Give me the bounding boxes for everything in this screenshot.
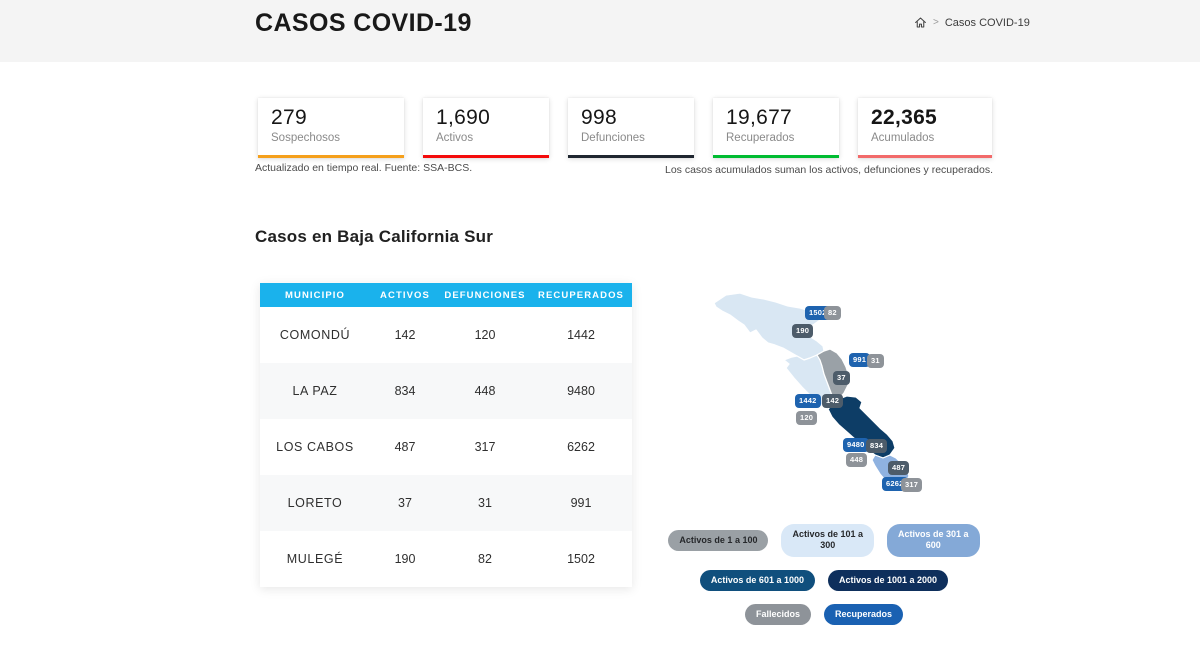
column-header: RECUPERADOS — [538, 289, 624, 301]
table-header-row: MUNICIPIO ACTIVOS DEFUNCIONES RECUPERADOS — [260, 283, 632, 307]
legend-pill[interactable]: Activos de 101 a 300 — [781, 524, 875, 557]
cell-municipio: COMONDÚ — [279, 328, 351, 342]
cell-municipio: LOS CABOS — [276, 440, 354, 454]
table-row: LA PAZ 834 448 9480 — [260, 363, 632, 419]
stat-card-sospechosos: 279 Sospechosos — [258, 98, 404, 158]
breadcrumb-current[interactable]: Casos COVID-19 — [944, 16, 1030, 29]
stat-label: Sospechosos — [271, 132, 341, 145]
table-row: LORETO 37 31 991 — [260, 475, 632, 531]
legend-pill[interactable]: Activos de 1001 a 2000 — [827, 569, 949, 591]
column-header: DEFUNCIONES — [444, 289, 526, 301]
home-icon[interactable] — [914, 16, 927, 29]
cell-value: 448 — [474, 384, 496, 398]
cell-value: 190 — [394, 552, 416, 566]
stat-value: 19,677 — [726, 106, 793, 129]
legend-row: Activos de 1 a 100 Activos de 101 a 300 Ac… — [668, 524, 980, 557]
stat-cards: 279 Sospechosos 1,690 Activos 998 Defunciones… — [258, 98, 992, 158]
map-badge-fallecidos: 31 — [867, 354, 884, 368]
map-badge-activos: 142 — [822, 394, 844, 408]
map-legend: Activos de 1 a 100 Activos de 101 a 300 Ac… — [648, 524, 1000, 625]
column-header: MUNICIPIO — [284, 289, 346, 301]
bcs-map: 1502 82 190 991 31 37 1442 142 120 9480 834 448 487 6… — [700, 285, 960, 505]
cell-value: 1502 — [567, 552, 595, 566]
stat-card-defunciones: 998 Defunciones — [568, 98, 694, 158]
cell-value: 317 — [474, 440, 496, 454]
table-body: COMONDÚ 142 120 1442 LA PAZ 834 448 9480 LOS CAB… — [260, 307, 632, 587]
cell-value: 991 — [570, 496, 592, 510]
table-row: LOS CABOS 487 317 6262 — [260, 419, 632, 475]
legend-pill[interactable]: Activos de 601 a 1000 — [699, 569, 815, 591]
cell-value: 9480 — [567, 384, 595, 398]
stat-value: 22,365 — [871, 106, 938, 129]
stat-label: Defunciones — [581, 132, 645, 145]
breadcrumb: > Casos COVID-19 — [914, 16, 1030, 29]
stat-card-recuperados: 19,677 Recuperados — [713, 98, 839, 158]
legend-pill[interactable]: Fallecidos — [744, 603, 811, 625]
accumulated-note: Los casos acumulados suman los activos, … — [664, 164, 993, 176]
cell-municipio: MULEGÉ — [286, 552, 344, 566]
section-title: Casos en Baja California Sur — [255, 227, 494, 246]
map-badge-recuperados: 991 — [849, 353, 871, 367]
map-badge-activos: 487 — [888, 461, 910, 475]
breadcrumb-separator: > — [933, 17, 939, 28]
map-badge-activos: 37 — [833, 371, 850, 385]
legend-pill[interactable]: Recuperados — [823, 603, 904, 625]
map-badge-fallecidos: 448 — [846, 453, 868, 467]
stat-value: 998 — [581, 106, 617, 129]
legend-pill[interactable]: Activos de 301 a 600 — [887, 524, 980, 557]
cell-value: 82 — [478, 552, 492, 566]
stat-label: Acumulados — [871, 132, 935, 145]
cell-value: 1442 — [567, 328, 595, 342]
cell-municipio: LORETO — [287, 496, 343, 510]
legend-pill[interactable]: Activos de 1 a 100 — [668, 529, 769, 551]
cell-value: 834 — [394, 384, 416, 398]
cell-value: 6262 — [567, 440, 595, 454]
stat-value: 1,690 — [436, 106, 491, 129]
municipio-table: MUNICIPIO ACTIVOS DEFUNCIONES RECUPERADOS C… — [260, 283, 632, 587]
page-header — [0, 0, 1200, 62]
cell-value: 142 — [394, 328, 416, 342]
map-badge-activos: 834 — [866, 439, 888, 453]
stat-card-acumulados: 22,365 Acumulados — [858, 98, 992, 158]
table-row: COMONDÚ 142 120 1442 — [260, 307, 632, 363]
stat-label: Recuperados — [726, 132, 795, 145]
cell-value: 31 — [478, 496, 492, 510]
cell-value: 487 — [394, 440, 416, 454]
stat-value: 279 — [271, 106, 307, 129]
stat-card-activos: 1,690 Activos — [423, 98, 549, 158]
map-badge-fallecidos: 82 — [824, 306, 841, 320]
cell-municipio: LA PAZ — [292, 384, 338, 398]
map-badge-recuperados: 9480 — [843, 438, 869, 452]
map-badge-recuperados: 1442 — [795, 394, 821, 408]
map-badge-fallecidos: 317 — [901, 478, 923, 492]
stat-label: Activos — [436, 132, 474, 145]
page-title: CASOS COVID-19 — [255, 9, 472, 37]
legend-row: Activos de 601 a 1000 Activos de 1001 a 2… — [699, 569, 949, 591]
cell-value: 120 — [474, 328, 496, 342]
map-badge-activos: 190 — [792, 324, 814, 338]
legend-row: Fallecidos Recuperados — [744, 603, 904, 625]
table-row: MULEGÉ 190 82 1502 — [260, 531, 632, 587]
cell-value: 37 — [398, 496, 412, 510]
map-badge-fallecidos: 120 — [796, 411, 818, 425]
update-note: Actualizado en tiempo real. Fuente: SSA-… — [255, 162, 473, 174]
column-header: ACTIVOS — [380, 289, 430, 301]
